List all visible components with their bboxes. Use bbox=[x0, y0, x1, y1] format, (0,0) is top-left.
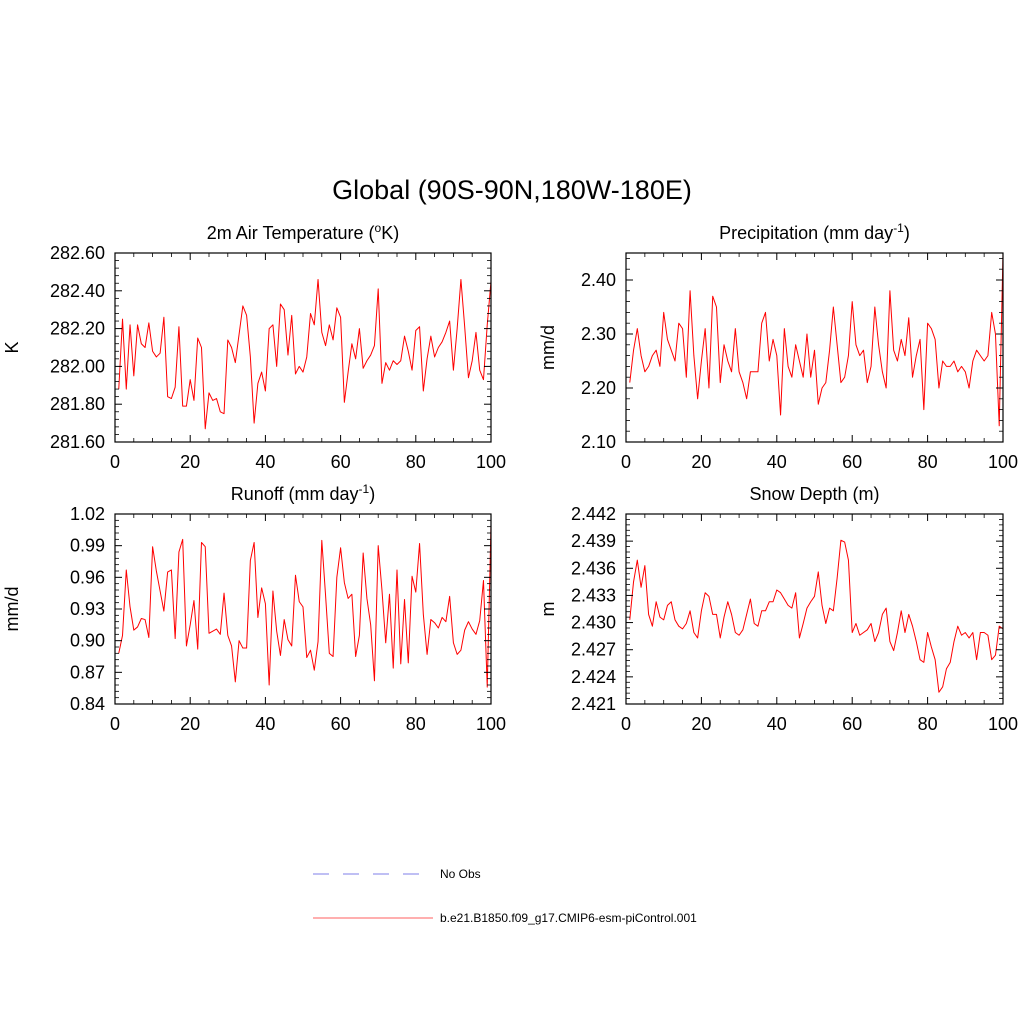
y-tick-label-air-temp: 281.80 bbox=[50, 394, 105, 414]
x-tick-label-precip: 20 bbox=[691, 452, 711, 472]
y-tick-label-runoff: 0.96 bbox=[70, 567, 105, 587]
y-axis-label-air-temp: K bbox=[2, 341, 22, 353]
panel-title-precip: Precipitation (mm day-1) bbox=[719, 221, 910, 243]
x-tick-label-precip: 80 bbox=[918, 452, 938, 472]
figure-title: Global (90S-90N,180W-180E) bbox=[332, 175, 692, 205]
x-tick-label-runoff: 40 bbox=[255, 714, 275, 734]
panel-snow-depth: Snow Depth (m) 0 20 40 60 80 100 2.421 2.424 2.42… bbox=[538, 484, 1018, 734]
y-tick-label-runoff: 0.99 bbox=[70, 536, 105, 556]
panel-title-snow-depth: Snow Depth (m) bbox=[749, 484, 879, 504]
series-line-air-temp bbox=[118, 278, 492, 430]
x-tick-label-air-temp: 80 bbox=[406, 452, 426, 472]
panels: 2m Air Temperature (oK) 0 20 40 60 80 100 281.6… bbox=[2, 221, 1018, 734]
legend-label-model: b.e21.B1850.f09_g17.CMIP6-esm-piControl.… bbox=[440, 911, 697, 925]
x-tick-label-runoff: 100 bbox=[476, 714, 506, 734]
y-tick-label-runoff: 0.93 bbox=[70, 599, 105, 619]
series-line-precip bbox=[629, 252, 1004, 427]
legend-label-no-obs: No Obs bbox=[440, 867, 481, 881]
y-axis-label-snow-depth: m bbox=[538, 602, 558, 617]
y-tick-label-runoff: 1.02 bbox=[70, 504, 105, 524]
y-tick-label-air-temp: 282.20 bbox=[50, 319, 105, 339]
x-tick-label-snow-depth: 0 bbox=[621, 714, 631, 734]
x-tick-label-air-temp: 0 bbox=[110, 452, 120, 472]
y-tick-label-snow-depth: 2.424 bbox=[571, 667, 616, 687]
series-line-runoff bbox=[118, 524, 492, 688]
x-tick-label-snow-depth: 60 bbox=[842, 714, 862, 734]
y-tick-label-runoff: 0.87 bbox=[70, 662, 105, 682]
y-tick-label-air-temp: 281.60 bbox=[50, 432, 105, 452]
x-tick-label-runoff: 80 bbox=[406, 714, 426, 734]
y-tick-label-precip: 2.30 bbox=[581, 324, 616, 344]
y-tick-label-snow-depth: 2.442 bbox=[571, 504, 616, 524]
x-tick-label-air-temp: 40 bbox=[255, 452, 275, 472]
y-tick-label-snow-depth: 2.436 bbox=[571, 558, 616, 578]
x-tick-label-snow-depth: 80 bbox=[918, 714, 938, 734]
y-axis-label-runoff: mm/d bbox=[2, 587, 22, 632]
x-tick-label-precip: 100 bbox=[988, 452, 1018, 472]
plot-frame-precip bbox=[625, 252, 1004, 443]
x-tick-label-runoff: 60 bbox=[331, 714, 351, 734]
y-tick-label-air-temp: 282.40 bbox=[50, 281, 105, 301]
x-tick-label-snow-depth: 20 bbox=[691, 714, 711, 734]
x-tick-label-air-temp: 100 bbox=[476, 452, 506, 472]
panel-runoff: Runoff (mm day-1) 0 20 40 60 80 100 0.84 0.87 0.9… bbox=[2, 482, 506, 734]
y-tick-label-air-temp: 282.60 bbox=[50, 243, 105, 263]
y-tick-label-precip: 2.40 bbox=[581, 270, 616, 290]
x-tick-label-precip: 0 bbox=[621, 452, 631, 472]
x-tick-label-runoff: 0 bbox=[110, 714, 120, 734]
legend: No Obs b.e21.B1850.f09_g17.CMIP6-esm-piC… bbox=[313, 867, 697, 925]
x-tick-label-snow-depth: 40 bbox=[767, 714, 787, 734]
series-line-snow-depth bbox=[629, 539, 1004, 693]
y-tick-label-runoff: 0.90 bbox=[70, 631, 105, 651]
x-tick-label-precip: 60 bbox=[842, 452, 862, 472]
x-tick-label-snow-depth: 100 bbox=[988, 714, 1018, 734]
plot-frame-air-temp bbox=[114, 252, 492, 443]
y-tick-label-snow-depth: 2.433 bbox=[571, 585, 616, 605]
y-tick-label-snow-depth: 2.427 bbox=[571, 640, 616, 660]
y-tick-label-runoff: 0.84 bbox=[70, 694, 105, 714]
x-tick-label-air-temp: 60 bbox=[331, 452, 351, 472]
y-tick-label-air-temp: 282.00 bbox=[50, 356, 105, 376]
y-tick-label-precip: 2.10 bbox=[581, 432, 616, 452]
x-tick-label-runoff: 20 bbox=[180, 714, 200, 734]
y-axis-label-precip: mm/d bbox=[538, 325, 558, 370]
panel-title-air-temp: 2m Air Temperature (oK) bbox=[207, 221, 399, 243]
x-tick-label-precip: 40 bbox=[767, 452, 787, 472]
plot-frame-snow-depth bbox=[625, 513, 1004, 705]
y-tick-label-snow-depth: 2.439 bbox=[571, 531, 616, 551]
y-tick-label-precip: 2.20 bbox=[581, 378, 616, 398]
y-tick-label-snow-depth: 2.430 bbox=[571, 613, 616, 633]
y-tick-label-snow-depth: 2.421 bbox=[571, 694, 616, 714]
panel-title-runoff: Runoff (mm day-1) bbox=[231, 482, 375, 504]
x-tick-label-air-temp: 20 bbox=[180, 452, 200, 472]
panel-precip: Precipitation (mm day-1) 0 20 40 60 80 100 2.10… bbox=[538, 221, 1018, 472]
panel-air-temp: 2m Air Temperature (oK) 0 20 40 60 80 100 281.6… bbox=[2, 221, 506, 472]
